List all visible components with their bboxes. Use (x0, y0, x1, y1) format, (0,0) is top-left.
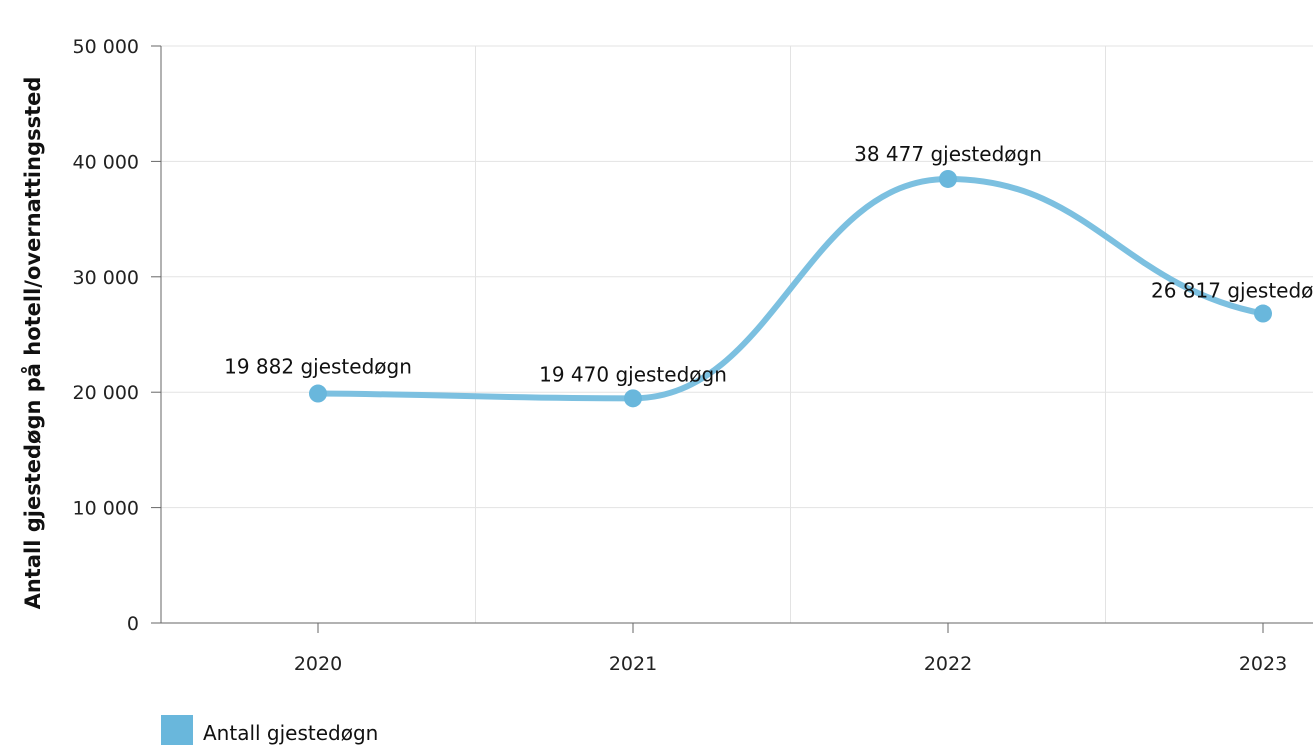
data-point[interactable] (309, 384, 327, 403)
legend-swatch (161, 715, 193, 745)
series (309, 169, 1272, 408)
data-label: 26 817 gjestedøgn (1151, 279, 1313, 303)
x-tick-label: 2022 (924, 653, 972, 675)
y-tick-label: 0 (127, 613, 139, 635)
y-axis-title: Antall gjestedøgn på hotell/overnattings… (20, 77, 45, 610)
data-point[interactable] (1254, 304, 1272, 323)
series-line (315, 175, 1266, 402)
data-label: 19 470 gjestedøgn (539, 362, 727, 386)
y-tick-label: 30 000 (73, 267, 139, 289)
data-labels: 19 882 gjestedøgn 19 470 gjestedøgn 38 477… (224, 142, 1313, 386)
axes: 0 10 000 20 000 30 000 40 000 50 000 2020 2021 2… (73, 36, 1313, 675)
data-label: 38 477 gjestedøgn (854, 142, 1042, 166)
legend-label: Antall gjestedøgn (203, 721, 378, 745)
x-tick-label: 2021 (609, 653, 657, 675)
y-tick-label: 20 000 (73, 382, 139, 404)
data-point[interactable] (939, 169, 957, 188)
data-label: 19 882 gjestedøgn (224, 355, 412, 379)
grid-lines (161, 45, 1313, 623)
y-tick-label: 40 000 (73, 151, 139, 173)
data-point[interactable] (624, 389, 642, 408)
y-tick-label: 10 000 (73, 498, 139, 520)
y-tick-label: 50 000 (73, 36, 139, 58)
x-tick-label: 2023 (1239, 653, 1287, 675)
x-tick-label: 2020 (294, 653, 342, 675)
legend: Antall gjestedøgn (161, 715, 378, 745)
